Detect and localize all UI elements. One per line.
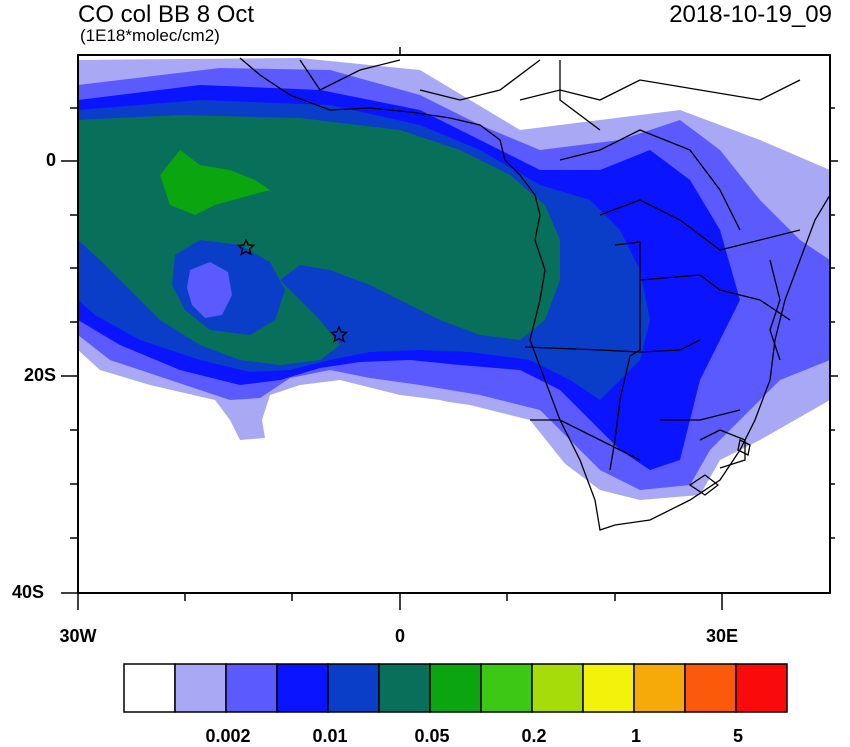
colorbar-swatch [531,663,584,713]
star-icon [236,238,256,256]
colorbar [123,663,788,713]
colorbar-swatch [582,663,635,713]
colorbar-swatch [684,663,737,713]
lon-label-30e: 30E [705,626,739,646]
colorbar-swatch [123,663,176,713]
colorbar-label: 0.002 [205,726,251,746]
eddy-mid [187,262,232,318]
lat-label-40s: 40S [11,582,44,602]
lon-label-30w: 30W [59,626,97,646]
coastlines [239,57,830,531]
plume-level-6 [160,150,270,215]
colorbar-swatch [735,663,788,713]
colorbar-swatch [480,663,533,713]
axis-ticks [61,47,838,610]
colorbar-label: 5 [732,726,743,746]
colorbar-swatch [327,663,380,713]
colorbar-swatch [174,663,227,713]
colorbar-swatch [429,663,482,713]
co-concentration-field [78,58,830,500]
map-title: CO col BB 8 Oct [78,1,255,28]
colorbar-label: 0.05 [414,726,450,746]
lon-label-0: 0 [394,626,405,646]
colorbar-swatch [276,663,329,713]
star-icon [329,325,349,343]
lat-label-0: 0 [45,150,56,170]
colorbar-label: 1 [630,726,641,746]
map-timestamp: 2018-10-19_09 [669,1,832,28]
colorbar-label: 0.01 [312,726,348,746]
colorbar-label: 0.2 [521,726,547,746]
colorbar-swatch [225,663,278,713]
colorbar-swatch [633,663,686,713]
site-markers [236,238,349,343]
lat-label-20s: 20S [23,365,56,385]
map-units: (1E18*molec/cm2) [80,26,220,45]
colorbar-swatch [378,663,431,713]
clean-air-gap [380,395,570,470]
